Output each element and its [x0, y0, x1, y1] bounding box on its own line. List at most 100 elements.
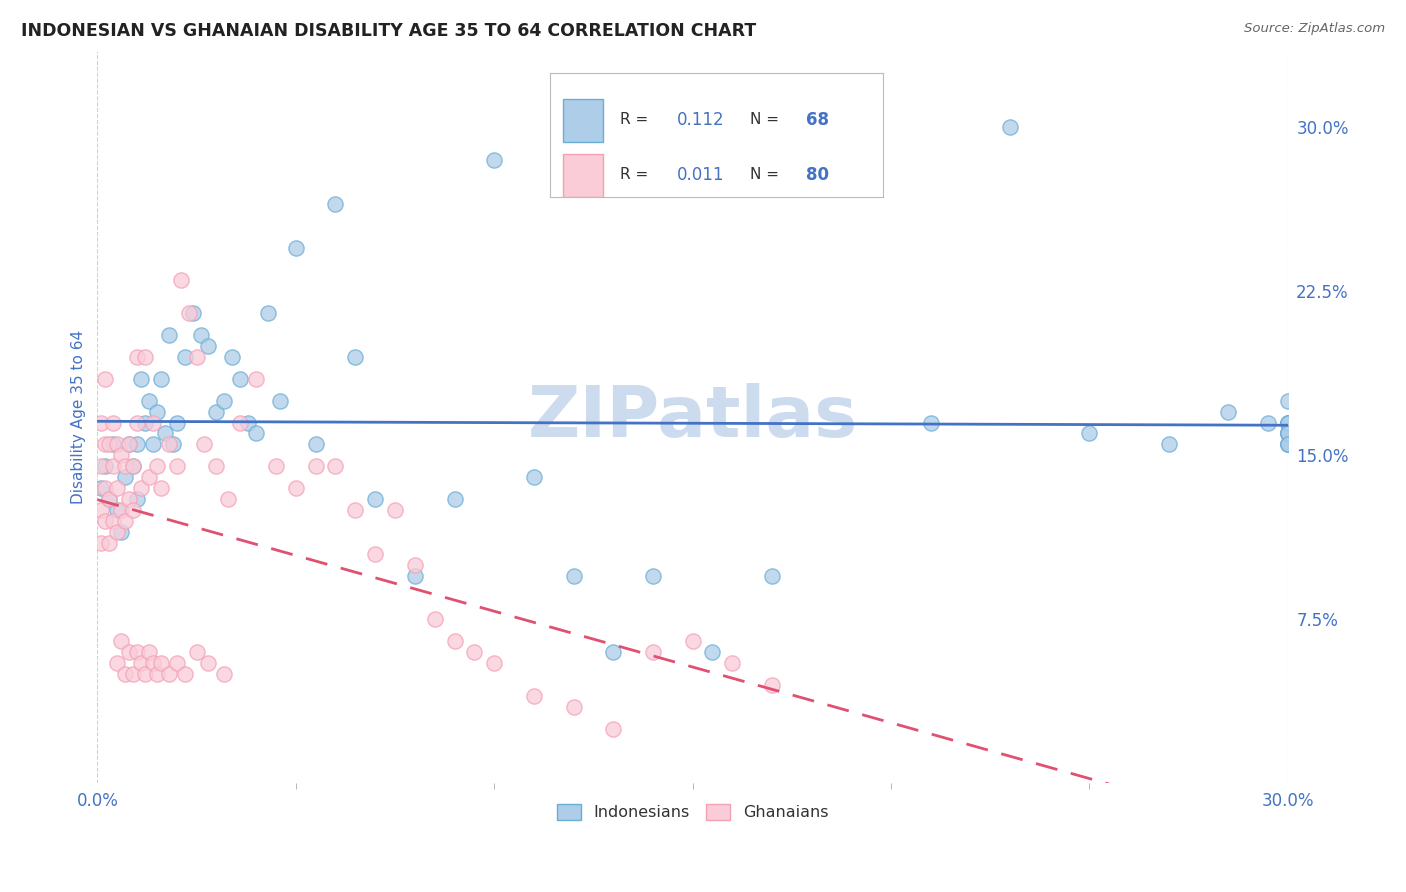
Point	[1157, 437, 1180, 451]
Point	[134, 350, 156, 364]
Point	[138, 470, 160, 484]
Point	[142, 416, 165, 430]
Point	[404, 558, 426, 572]
Point	[146, 404, 169, 418]
Point	[217, 491, 239, 506]
Point	[214, 393, 236, 408]
Point	[404, 568, 426, 582]
Point	[110, 503, 132, 517]
Y-axis label: Disability Age 35 to 64: Disability Age 35 to 64	[72, 330, 86, 504]
Point	[94, 437, 117, 451]
Point	[1277, 426, 1299, 441]
Point	[105, 503, 128, 517]
Point	[166, 656, 188, 670]
Point	[162, 437, 184, 451]
Point	[110, 634, 132, 648]
Point	[482, 153, 505, 167]
Point	[384, 503, 406, 517]
Point	[90, 503, 112, 517]
Point	[523, 689, 546, 703]
Point	[682, 634, 704, 648]
Point	[562, 699, 585, 714]
Point	[149, 656, 172, 670]
Point	[173, 667, 195, 681]
Point	[197, 656, 219, 670]
Point	[146, 459, 169, 474]
Point	[269, 393, 291, 408]
Point	[257, 306, 280, 320]
Point	[110, 448, 132, 462]
Point	[103, 416, 125, 430]
Point	[482, 656, 505, 670]
Point	[105, 481, 128, 495]
Point	[173, 350, 195, 364]
Point	[98, 491, 121, 506]
Point	[1218, 404, 1240, 418]
Point	[118, 437, 141, 451]
Point	[443, 491, 465, 506]
Point	[602, 645, 624, 659]
Point	[153, 426, 176, 441]
Point	[142, 437, 165, 451]
Point	[423, 612, 446, 626]
Point	[142, 656, 165, 670]
Text: Source: ZipAtlas.com: Source: ZipAtlas.com	[1244, 22, 1385, 36]
Point	[138, 645, 160, 659]
Point	[129, 481, 152, 495]
Point	[125, 491, 148, 506]
Point	[125, 416, 148, 430]
Text: ZIPatlas: ZIPatlas	[527, 383, 858, 451]
Point	[122, 503, 145, 517]
Text: INDONESIAN VS GHANAIAN DISABILITY AGE 35 TO 64 CORRELATION CHART: INDONESIAN VS GHANAIAN DISABILITY AGE 35…	[21, 22, 756, 40]
Point	[166, 416, 188, 430]
Point	[134, 667, 156, 681]
Point	[721, 656, 744, 670]
Point	[229, 372, 252, 386]
Point	[94, 459, 117, 474]
Point	[129, 372, 152, 386]
Point	[186, 350, 208, 364]
Point	[205, 459, 228, 474]
Point	[114, 514, 136, 528]
Point	[1277, 426, 1299, 441]
Point	[641, 568, 664, 582]
Point	[221, 350, 243, 364]
Point	[157, 328, 180, 343]
Point	[245, 372, 267, 386]
Point	[304, 437, 326, 451]
Point	[364, 491, 387, 506]
Point	[1277, 416, 1299, 430]
Point	[245, 426, 267, 441]
Point	[129, 656, 152, 670]
Point	[149, 481, 172, 495]
Point	[229, 416, 252, 430]
Point	[1277, 416, 1299, 430]
Point	[562, 568, 585, 582]
Point	[1277, 426, 1299, 441]
Point	[177, 306, 200, 320]
Point	[114, 470, 136, 484]
Point	[1277, 393, 1299, 408]
Point	[103, 514, 125, 528]
Point	[443, 634, 465, 648]
Point	[114, 459, 136, 474]
Point	[146, 667, 169, 681]
Point	[214, 667, 236, 681]
Point	[841, 142, 863, 156]
Point	[98, 491, 121, 506]
Point	[122, 667, 145, 681]
Point	[641, 645, 664, 659]
Point	[103, 459, 125, 474]
Point	[463, 645, 485, 659]
Point	[186, 645, 208, 659]
Point	[1277, 437, 1299, 451]
Point	[149, 372, 172, 386]
Point	[125, 437, 148, 451]
Point	[325, 196, 347, 211]
Point	[761, 678, 783, 692]
Point	[90, 416, 112, 430]
Point	[118, 645, 141, 659]
Point	[90, 481, 112, 495]
Point	[344, 503, 367, 517]
Point	[523, 470, 546, 484]
